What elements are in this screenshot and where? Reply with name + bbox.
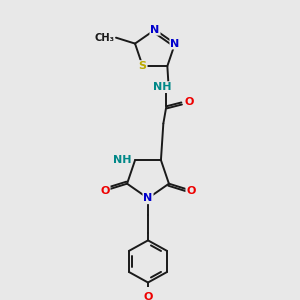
Text: O: O	[185, 98, 194, 107]
Text: O: O	[100, 186, 110, 196]
Text: O: O	[143, 292, 153, 300]
Text: NH: NH	[112, 155, 131, 165]
Text: O: O	[186, 186, 196, 196]
Text: N: N	[170, 39, 180, 49]
Text: S: S	[139, 61, 147, 71]
Text: CH₃: CH₃	[94, 33, 114, 43]
Text: N: N	[143, 193, 153, 203]
Text: N: N	[150, 25, 160, 35]
Text: NH: NH	[153, 82, 172, 92]
